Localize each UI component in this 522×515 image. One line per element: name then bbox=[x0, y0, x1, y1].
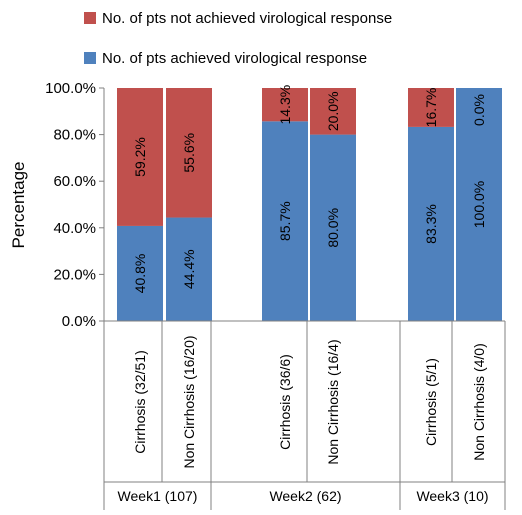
group-label-0: Week1 (107) bbox=[118, 488, 198, 504]
y-tick-label-2: 40.0% bbox=[53, 220, 96, 237]
data-label-s1-c2: 14.3% bbox=[277, 85, 293, 125]
data-label-s0-c0: 40.8% bbox=[132, 254, 148, 294]
data-label-s1-c5: 0.0% bbox=[471, 94, 487, 126]
data-label-s0-c2: 85.7% bbox=[277, 201, 293, 241]
y-tick-label-1: 20.0% bbox=[53, 266, 96, 283]
group-label-1: Week2 (62) bbox=[269, 488, 341, 504]
bar-s1-c3 bbox=[310, 88, 356, 135]
legend-swatch-1 bbox=[84, 52, 96, 64]
bars: 40.8% 59.2% 44.4% 55.6% 85.7% 14.3% 80.0% 20.0%… bbox=[117, 85, 502, 321]
category-label-1: Non Cirrhosis (16/20) bbox=[181, 335, 197, 468]
data-label-s1-c4: 16.7% bbox=[423, 88, 439, 128]
data-label-s0-c3: 80.0% bbox=[325, 208, 341, 248]
bar-s1-c2 bbox=[262, 88, 308, 122]
data-label-s0-c1: 44.4% bbox=[181, 249, 197, 289]
y-tick-label-5: 100.0% bbox=[45, 80, 96, 97]
y-axis-title: Percentage bbox=[9, 162, 28, 249]
bar-s1-c0 bbox=[117, 88, 163, 226]
bar-s1-c4 bbox=[408, 88, 454, 127]
bar-s0-c2 bbox=[262, 121, 308, 321]
bar-s0-c0 bbox=[117, 225, 163, 321]
data-label-s1-c3: 20.0% bbox=[325, 91, 341, 131]
legend-label-1: No. of pts achieved virological response bbox=[102, 50, 367, 67]
data-label-s0-c4: 83.3% bbox=[423, 204, 439, 244]
x-axis: Cirrhosis (32/51) Non Cirrhosis (16/20) Ci… bbox=[103, 320, 506, 510]
category-label-3: Non Cirrhosis (16/4) bbox=[325, 339, 341, 464]
bar-s0-c5 bbox=[456, 88, 502, 321]
y-tick-label-3: 60.0% bbox=[53, 173, 96, 190]
category-label-4: Cirrhosis (5/1) bbox=[423, 358, 439, 446]
category-label-5: Non Cirrhosis (4/0) bbox=[471, 343, 487, 460]
category-label-2: Cirrhosis (36/6) bbox=[277, 354, 293, 450]
data-label-s1-c1: 55.6% bbox=[181, 133, 197, 173]
legend-label-0: No. of pts not achieved virological resp… bbox=[102, 10, 392, 27]
bar-s0-c3 bbox=[310, 134, 356, 321]
bar-s0-c4 bbox=[408, 126, 454, 321]
data-label-s1-c0: 59.2% bbox=[132, 137, 148, 177]
bar-s0-c1 bbox=[166, 217, 212, 321]
y-tick-label-0: 0.0% bbox=[62, 313, 96, 330]
legend: No. of pts not achieved virological resp… bbox=[84, 10, 392, 67]
data-label-s0-c5: 100.0% bbox=[471, 181, 487, 228]
group-label-2: Week3 (10) bbox=[416, 488, 488, 504]
y-tick-label-4: 80.0% bbox=[53, 127, 96, 144]
y-axis: 0.0% 20.0% 40.0% 60.0% 80.0% 100.0% bbox=[45, 80, 105, 330]
category-label-0: Cirrhosis (32/51) bbox=[132, 350, 148, 453]
bar-s1-c1 bbox=[166, 88, 212, 218]
legend-swatch-0 bbox=[84, 12, 96, 24]
